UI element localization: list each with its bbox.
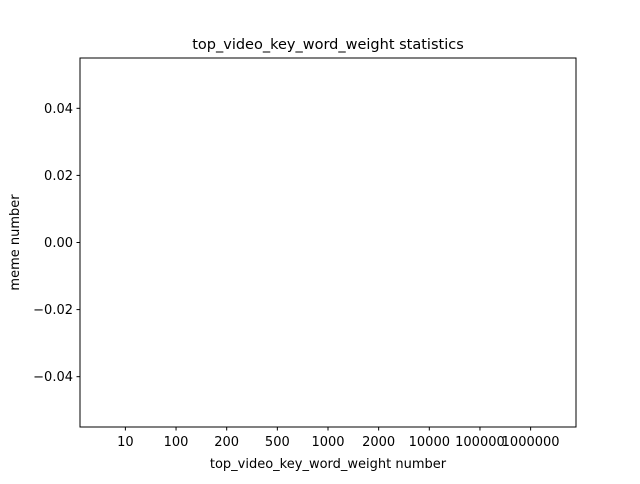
y-tick-label: 0.00: [44, 236, 73, 251]
x-tick-label: 10: [117, 435, 134, 450]
chart-title: top_video_key_word_weight statistics: [192, 37, 464, 53]
x-tick-label: 1000000: [502, 435, 560, 450]
x-tick-label: 2000: [362, 435, 395, 450]
x-tick-label: 200: [214, 435, 239, 450]
x-tick-label: 100: [164, 435, 189, 450]
y-tick-label: 0.04: [44, 102, 73, 117]
y-tick-label: −0.04: [33, 370, 73, 385]
x-tick-label: 10000: [409, 435, 450, 450]
x-tick-label: 100000: [455, 435, 505, 450]
x-tick-label: 1000: [311, 435, 344, 450]
x-tick-label: 500: [265, 435, 290, 450]
y-tick-label: 0.02: [44, 169, 73, 184]
y-axis-label: meme number: [8, 194, 23, 291]
plot-frame: [79, 57, 577, 428]
x-axis-label: top_video_key_word_weight number: [210, 457, 447, 472]
y-tick-label: −0.02: [33, 303, 73, 318]
y-ticks-group: −0.04 −0.02 0.00 0.02 0.04: [33, 102, 80, 385]
